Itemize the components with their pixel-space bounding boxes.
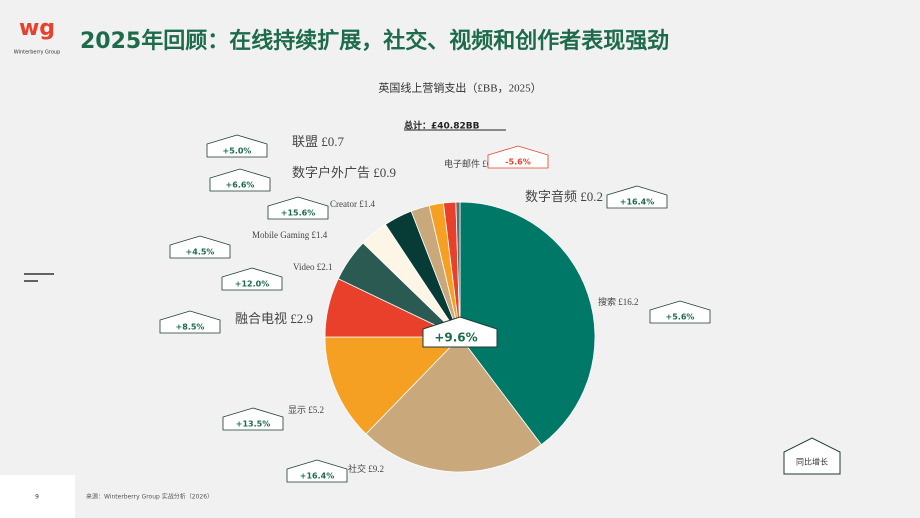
slice-name: 搜索	[598, 296, 616, 307]
slice-label: 联盟 £0.7	[292, 134, 345, 149]
slice-name: 数字户外广告	[292, 165, 370, 180]
growth-badge	[267, 196, 329, 220]
slice-label: 数字户外广告 £0.9	[292, 165, 396, 180]
growth-label: +15.6%	[281, 209, 315, 218]
legend-badge	[783, 437, 841, 475]
page-box	[0, 475, 75, 518]
pie-slice	[459, 201, 596, 446]
slice-name: 电子邮件	[444, 158, 480, 169]
growth-label: +5.0%	[223, 147, 252, 156]
growth-badge	[286, 459, 348, 483]
growth-label: +6.6%	[226, 181, 255, 190]
pie	[324, 201, 596, 473]
slice-label: 搜索 £16.2	[598, 296, 639, 307]
growth-badge	[606, 185, 668, 209]
slice-value: £2.1	[317, 262, 333, 272]
pie-slice	[324, 336, 461, 435]
pie-slice	[455, 201, 461, 338]
growth-label: -5.6%	[505, 158, 531, 167]
logo-mark: wg	[19, 16, 55, 41]
slice-name: 数字音频	[525, 189, 577, 204]
slice-name: 显示	[288, 405, 306, 415]
slice-name: Creator	[330, 199, 357, 209]
total-label: 总计：£40.82BB	[404, 120, 480, 132]
slice-label: 社交 £9.2	[348, 463, 384, 474]
slice-label: 融合电视 £2.9	[235, 311, 313, 326]
slice-name: Mobile Gaming	[252, 230, 310, 240]
center-label: +9.6%	[434, 331, 477, 345]
growth-label: +8.5%	[176, 323, 205, 332]
pie-slice	[365, 336, 542, 473]
growth-badge	[209, 168, 271, 192]
growth-label: +5.6%	[666, 313, 695, 322]
slice-value: £9.2	[368, 464, 384, 474]
slice-label: Video £2.1	[293, 262, 332, 272]
growth-badge	[222, 407, 284, 431]
slice-value: £16.2	[618, 297, 638, 307]
slice-label: 显示 £5.2	[288, 405, 324, 415]
growth-badge	[487, 145, 549, 169]
growth-label: +16.4%	[300, 472, 334, 481]
growth-label: +16.4%	[620, 198, 654, 207]
slice-label: Creator £1.4	[330, 199, 376, 209]
logo-text: Winterberry Group	[14, 50, 61, 56]
slice-value: £5.2	[308, 405, 324, 415]
slice-label: 数字音频 £0.2	[525, 189, 603, 204]
slice-name: 联盟	[292, 134, 318, 149]
growth-label: +4.5%	[186, 248, 215, 257]
source: 来源：Winterberry Group 实战分析（2026）	[86, 493, 213, 501]
slice-value: £0.9	[373, 165, 396, 180]
slice-value: £1.4	[312, 230, 328, 240]
legend-label: 同比增长	[796, 457, 828, 467]
growth-badge	[221, 267, 283, 291]
page-number: 9	[35, 494, 39, 501]
slice-name: 社交	[348, 463, 366, 474]
chart-title: 英国线上营销支出（£BB，2025）	[378, 81, 541, 95]
slice-value: £0.2	[580, 189, 603, 204]
growth-badge	[169, 235, 231, 259]
slice-name: 融合电视	[235, 311, 287, 326]
slice-label: Mobile Gaming £1.4	[252, 230, 328, 240]
slice-value: £0.7	[321, 134, 344, 149]
growth-label: +13.5%	[236, 420, 270, 429]
slice-name: Video	[293, 262, 315, 272]
growth-label: +12.0%	[235, 280, 269, 289]
slice-value: £2.9	[290, 311, 313, 326]
slide-title: 2025年回顾：在线持续扩展，社交、视频和创作者表现强劲	[80, 28, 669, 54]
growth-badge	[206, 134, 268, 158]
growth-badge	[159, 310, 221, 334]
growth-badge	[649, 300, 711, 324]
slice-value: £1.4	[359, 199, 375, 209]
center-badge	[422, 316, 498, 348]
